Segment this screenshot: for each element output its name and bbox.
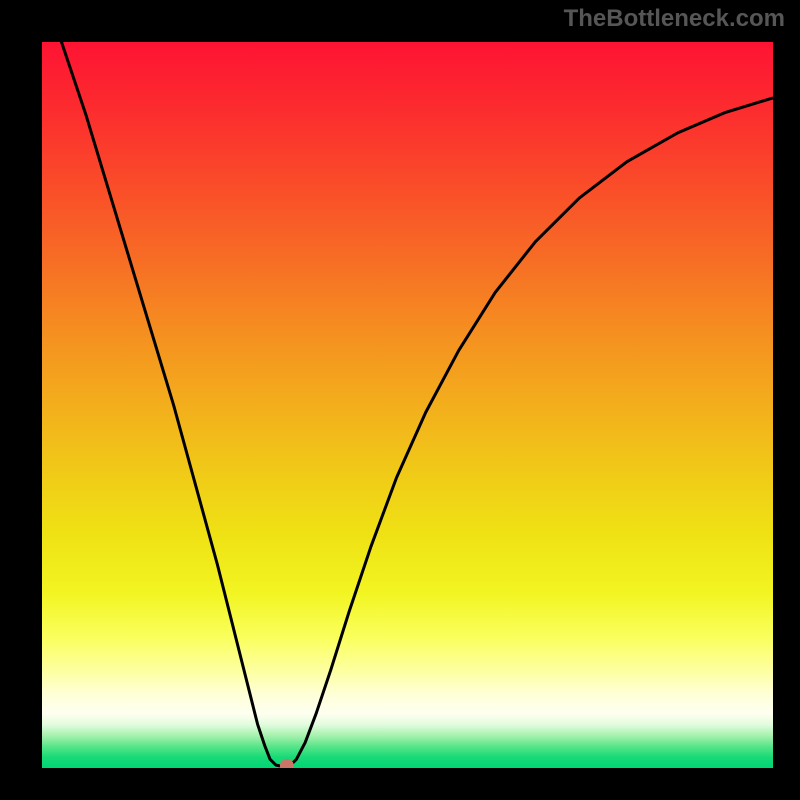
plot-frame	[30, 30, 785, 780]
watermark-text: TheBottleneck.com	[564, 5, 785, 33]
chart-container: TheBottleneck.com	[0, 0, 800, 800]
